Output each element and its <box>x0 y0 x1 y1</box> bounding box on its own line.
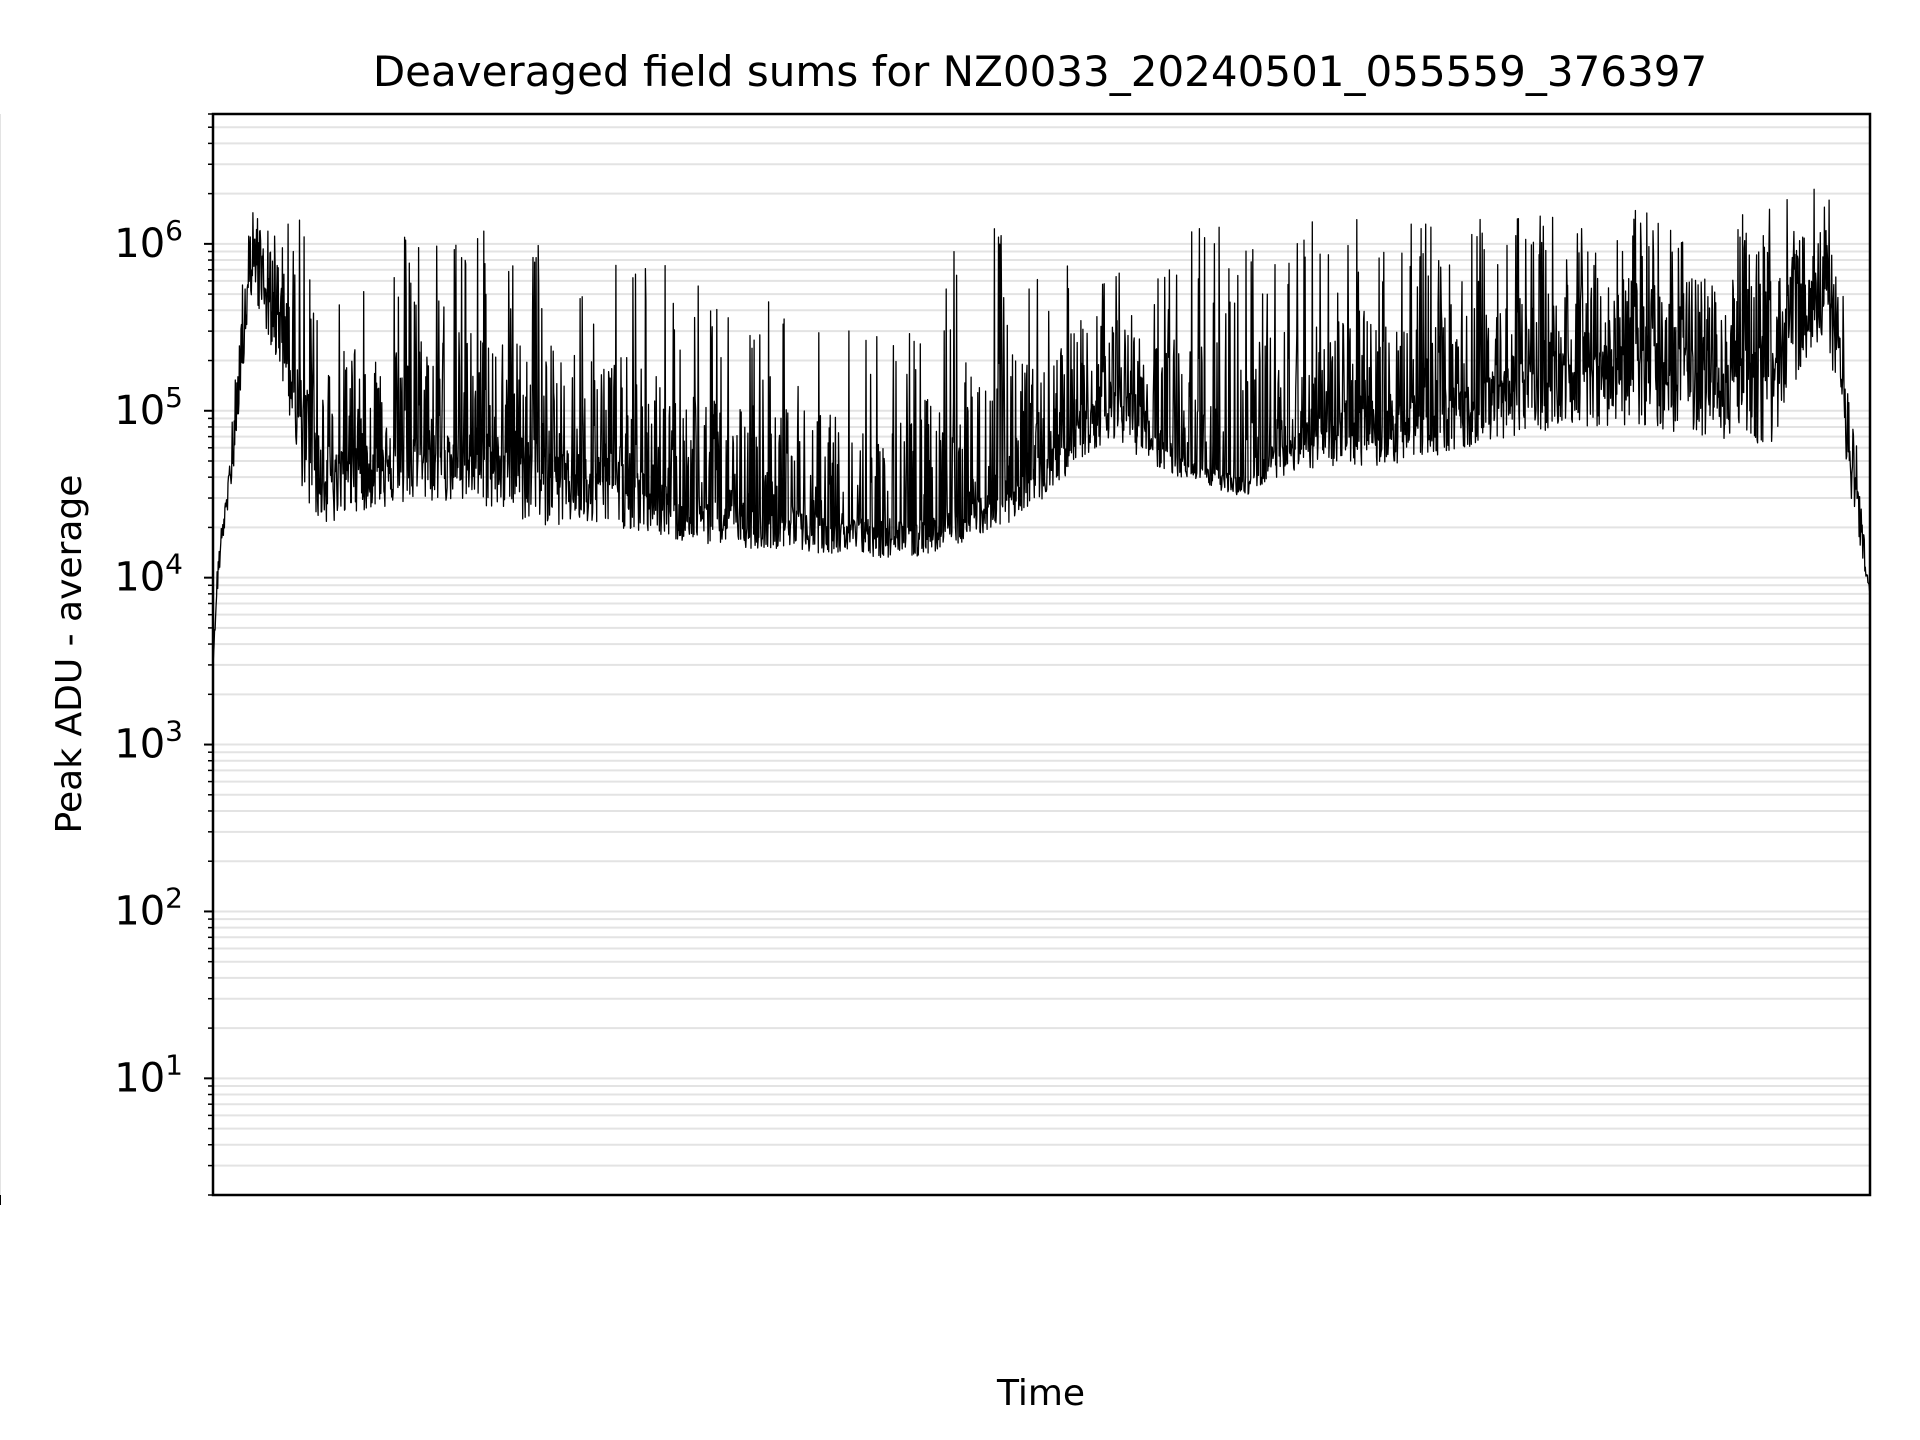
y-tick-label: 103 <box>114 715 183 768</box>
grid <box>0 113 1870 1196</box>
y-tick-label: 104 <box>114 548 183 601</box>
series-layer <box>212 188 1871 665</box>
x-axis-label: Time <box>996 1373 1085 1414</box>
y-tick-label: 102 <box>114 881 183 934</box>
y-tick-label: 105 <box>114 381 183 434</box>
y-tick-label: 106 <box>114 214 183 267</box>
y-axis: 101 102 103 104 105 106 <box>114 113 213 1196</box>
chart-title: Deaveraged field sums for NZ0033_2024050… <box>373 47 1707 96</box>
y-axis-label: Peak ADU - average <box>49 475 90 834</box>
y-tick-label: 101 <box>114 1048 183 1101</box>
series-line <box>212 188 1871 665</box>
plot-frame <box>211 112 1872 1197</box>
